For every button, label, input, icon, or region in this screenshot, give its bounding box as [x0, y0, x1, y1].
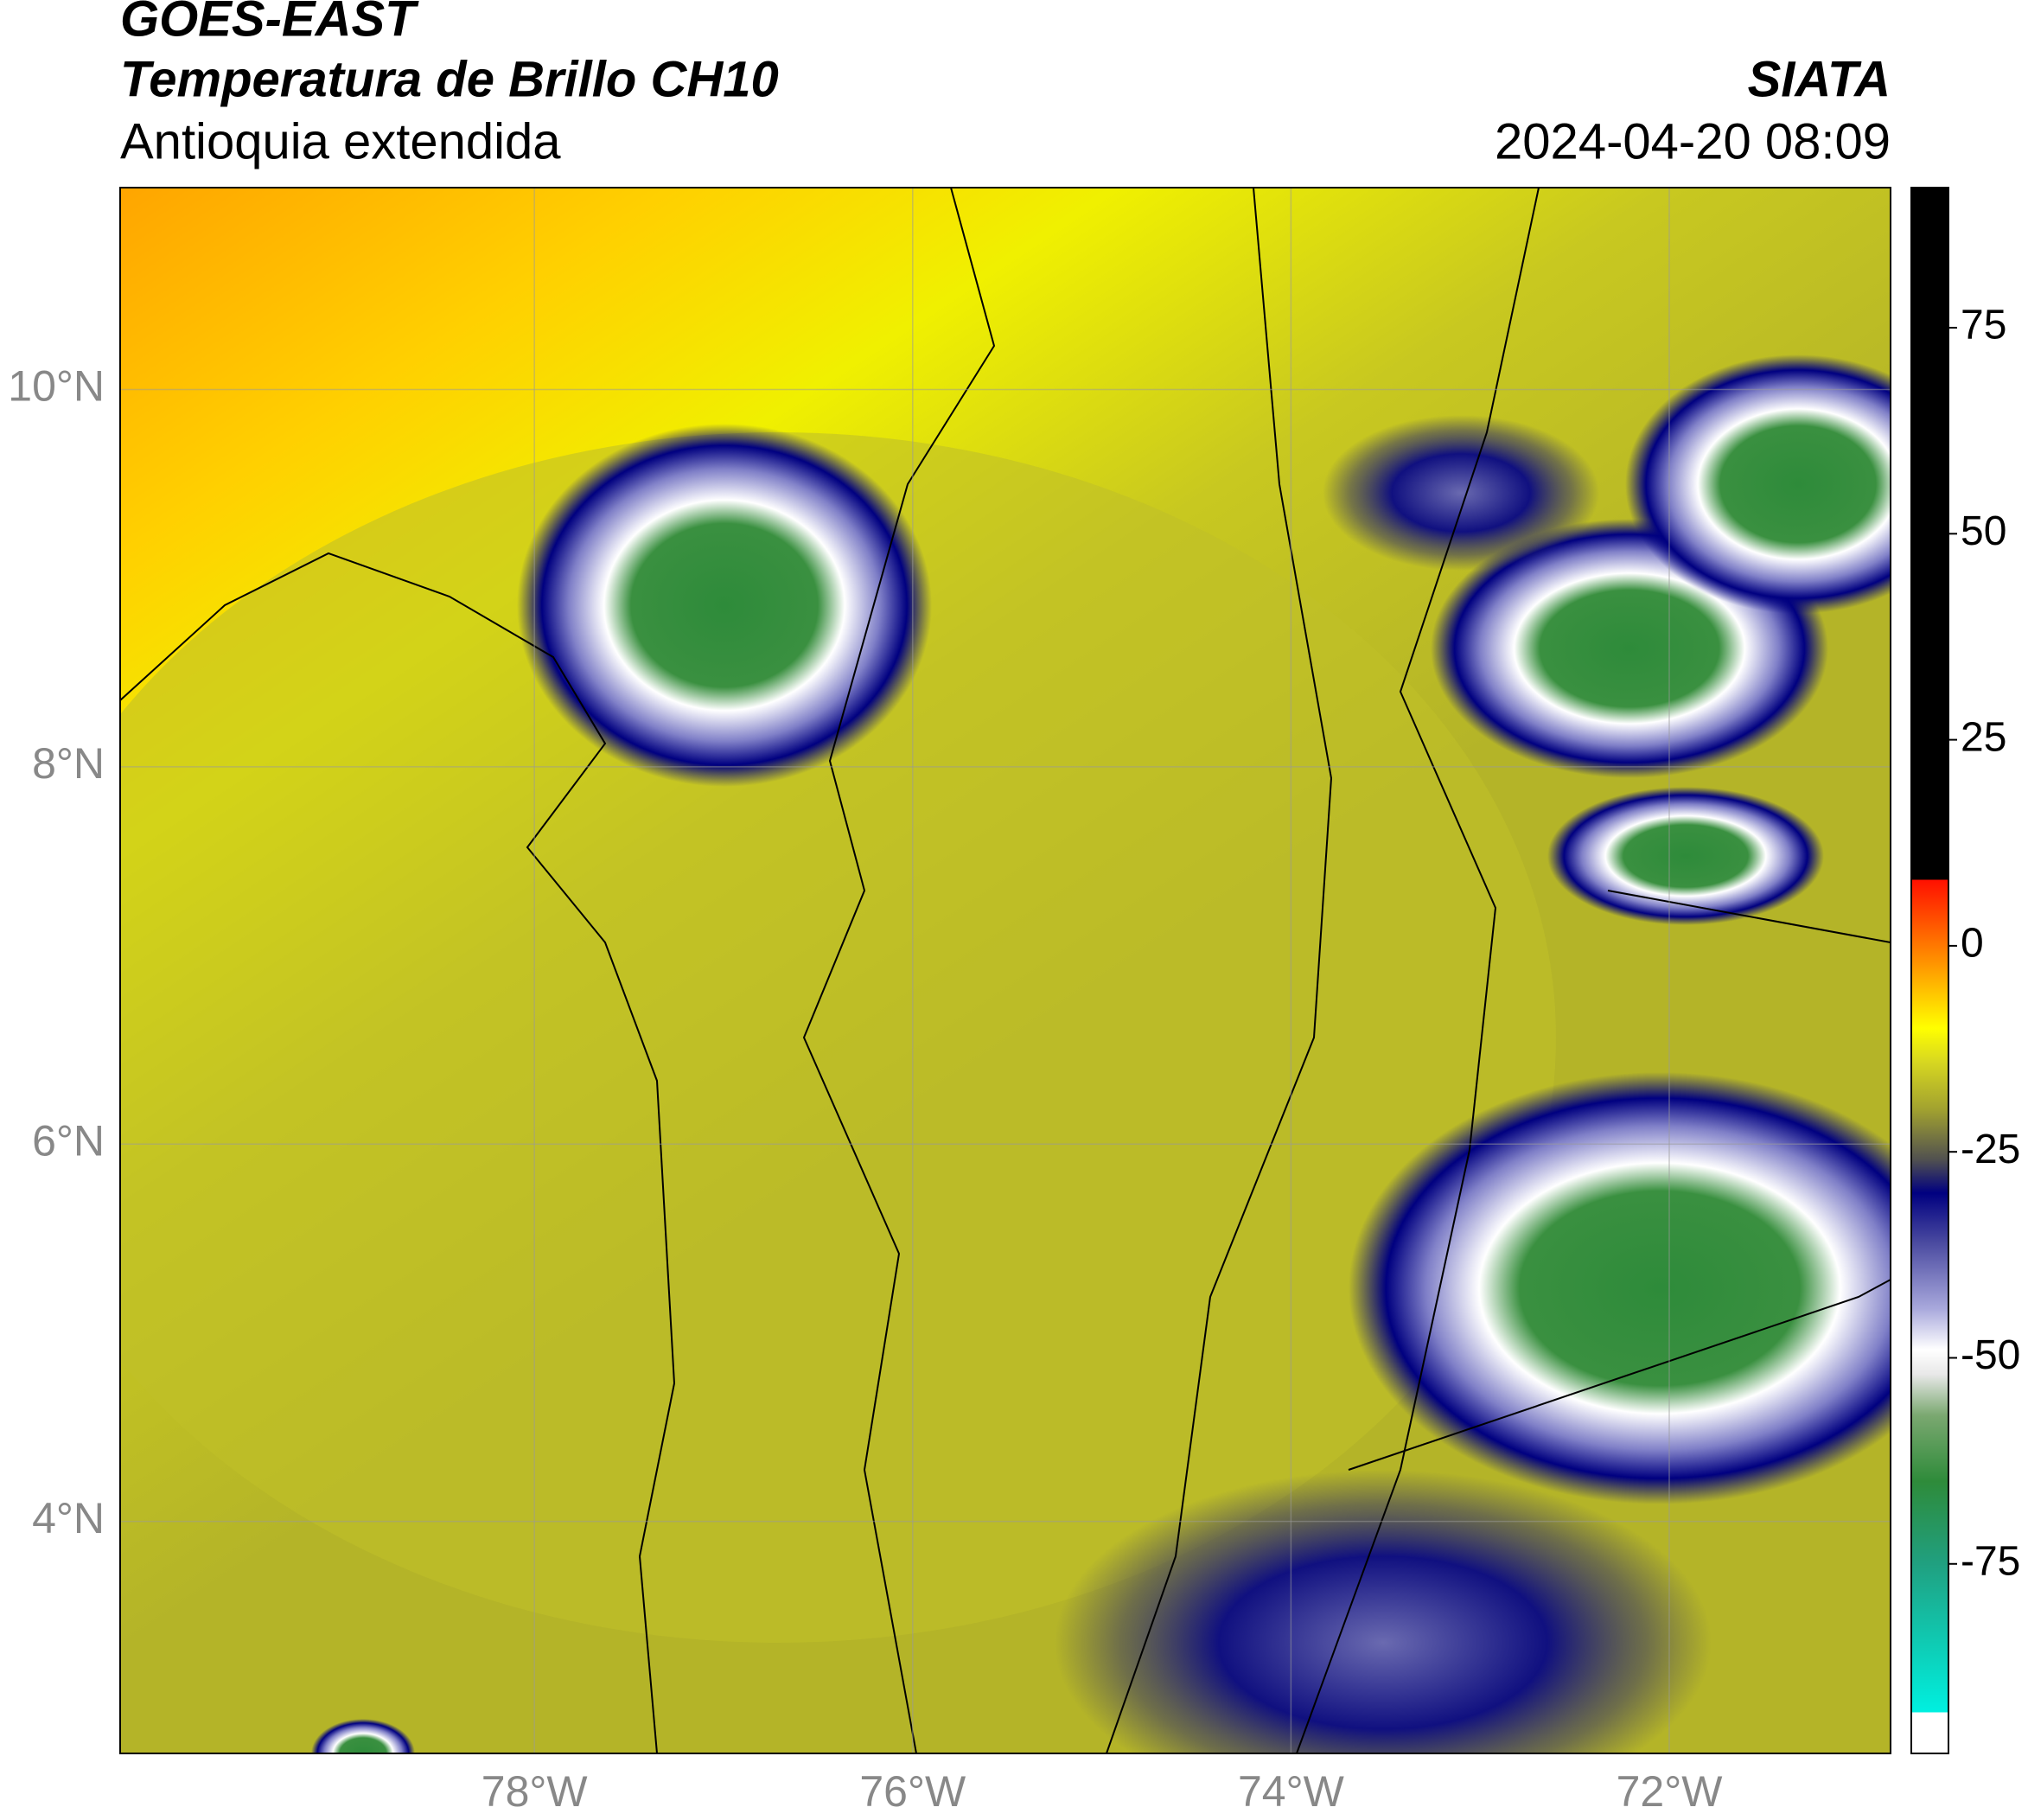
colorbar-tick-label: -25 — [1961, 1127, 2020, 1172]
lat-tick-label: 4°N — [32, 1494, 105, 1542]
lat-tick-label: 10°N — [8, 362, 105, 411]
colorbar-tick-label: 50 — [1961, 508, 2006, 554]
colorbar-tick-label: -75 — [1961, 1538, 2020, 1584]
map-frame — [119, 187, 1891, 1754]
lat-tick-label: 8°N — [32, 739, 105, 788]
subtitle: Temperatura de Brillo CH10 — [120, 51, 779, 107]
map-image — [120, 188, 1891, 1753]
lon-tick-label: 74°W — [1238, 1767, 1345, 1816]
lon-tick-label: 72°W — [1617, 1767, 1724, 1816]
colorbar-tick-label: 0 — [1961, 921, 1984, 967]
colorbar-tick-label: 75 — [1961, 303, 2006, 348]
title: GOES-EAST — [120, 0, 419, 47]
region: Antioquia extendida — [120, 113, 561, 169]
lat-tick-label: 6°N — [32, 1116, 105, 1165]
lon-tick-label: 76°W — [859, 1767, 966, 1816]
colorbar — [1910, 187, 1949, 1754]
colorbar-tick-label: 25 — [1961, 714, 2006, 760]
datetime: 2024-04-20 08:09 — [1495, 113, 1891, 169]
colorbar-tick-label: -50 — [1961, 1332, 2020, 1378]
source: SIATA — [1748, 51, 1891, 107]
lon-tick-label: 78°W — [481, 1767, 589, 1816]
